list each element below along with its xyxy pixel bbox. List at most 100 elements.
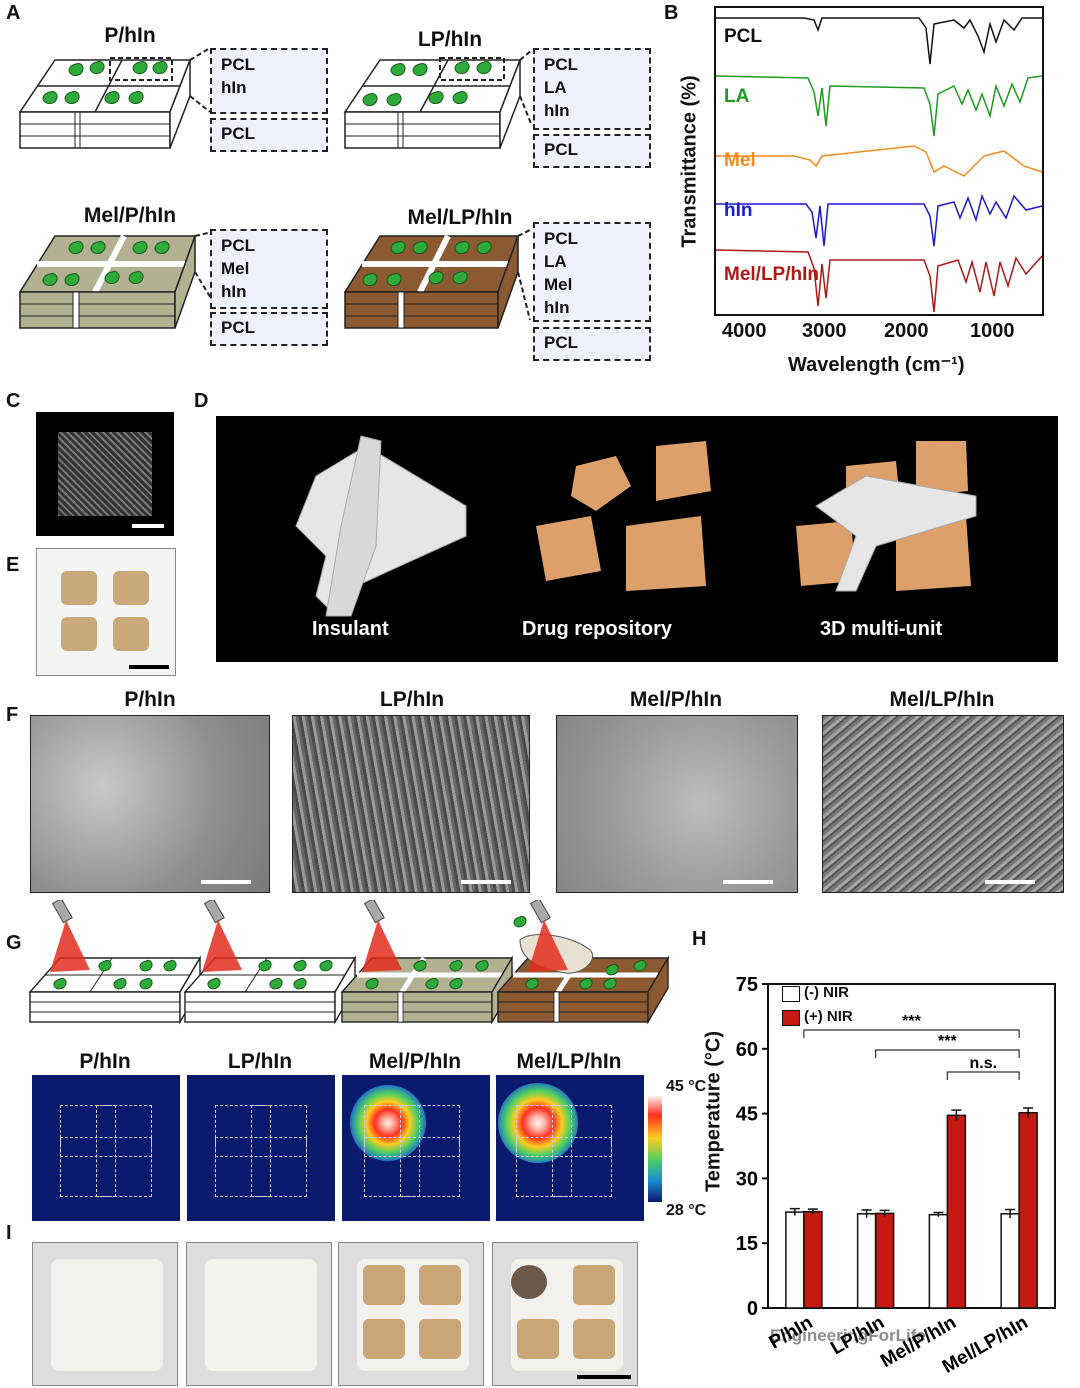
- bar: [1000, 1213, 1020, 1309]
- ct-scaffold: [58, 432, 152, 516]
- panel-a-title-1: P/hIn: [104, 24, 156, 47]
- ftir-xtick-3000: 3000: [802, 320, 847, 342]
- micro-ct-image: [36, 412, 174, 536]
- legend-mel: Mel: [724, 150, 756, 171]
- panel-label-f: F: [6, 704, 19, 726]
- panel-label-g: G: [6, 932, 22, 954]
- scale-bar: [129, 665, 169, 669]
- significance-bracket: [803, 1029, 1020, 1038]
- composition-box-mel-lp-hin: PCL LA Mel hIn: [533, 222, 651, 322]
- pcl-box-3: PCL: [210, 312, 328, 346]
- scale-bar: [461, 880, 511, 884]
- ftir-line-hin: [716, 193, 1043, 247]
- hot-spot: [350, 1085, 426, 1161]
- colorbar-min-label: 28 °C: [666, 1202, 707, 1219]
- thermal-image-1: [32, 1075, 180, 1221]
- box-line: LA: [544, 252, 567, 271]
- render-label-drug-repository: Drug repository: [522, 618, 673, 640]
- thermal-title-3: Mel/P/hIn: [368, 1050, 462, 1073]
- panel-label-h: H: [692, 928, 707, 950]
- pcl-box-4: PCL: [533, 327, 651, 361]
- panel-a-title-3: Mel/P/hIn: [83, 204, 177, 227]
- 3d-render-shapes: [295, 435, 977, 617]
- scaffold-mel-p-hin: [18, 231, 213, 329]
- thermal-image-4: [496, 1075, 644, 1221]
- temperature-colorbar: [648, 1096, 662, 1202]
- panel-a-title-4: Mel/LP/hIn: [407, 206, 513, 229]
- y-tick-label: 30: [736, 1168, 758, 1190]
- scaffold-photo-3: [338, 1242, 484, 1386]
- box-line: LA: [544, 78, 567, 97]
- hot-spot: [498, 1083, 578, 1163]
- significance-bracket: [875, 1049, 1020, 1058]
- bar: [928, 1213, 949, 1309]
- legend-swatch-minus-nir: [782, 986, 800, 1002]
- significance-label: ***: [902, 1013, 921, 1030]
- sem-title-1: P/hIn: [124, 688, 176, 711]
- thermal-title-1: P/hIn: [79, 1050, 131, 1073]
- scaffold-photo-2: [186, 1242, 332, 1386]
- y-tick-label: 75: [736, 974, 758, 996]
- box-line: PCL: [544, 55, 578, 74]
- box-line: hIn: [221, 282, 247, 301]
- scale-bar: [201, 880, 251, 884]
- scaffold-photo-1: [32, 1242, 178, 1386]
- legend-swatch-plus-nir: [782, 1010, 800, 1026]
- box-line: PCL: [544, 229, 578, 248]
- ftir-x-axis-label: Wavelength (cm⁻¹): [788, 354, 965, 376]
- thermal-title-2: LP/hIn: [227, 1050, 293, 1073]
- sem-title-3: Mel/P/hIn: [629, 688, 723, 711]
- ftir-line-pcl: [716, 17, 1042, 65]
- pcl-box-1: PCL: [210, 118, 328, 152]
- legend-label-minus-nir: (-) NIR: [804, 984, 849, 1001]
- bar: [803, 1210, 823, 1309]
- colorbar-max-label: 45 °C: [666, 1078, 707, 1095]
- panel-label-c: C: [6, 390, 21, 412]
- box-line: Mel: [221, 259, 250, 278]
- box-line: PCL: [221, 55, 255, 74]
- box-line: hIn: [221, 78, 247, 97]
- composition-box-p-hin: PCL hIn: [210, 48, 328, 114]
- ftir-spectra: [715, 17, 1043, 313]
- significance-label: n.s.: [969, 1055, 997, 1072]
- 3d-render-panel: Insulant Drug repository 3D multi-unit: [216, 416, 1058, 662]
- scaffold-photo-4: [492, 1242, 638, 1386]
- legend-label-plus-nir: (+) NIR: [804, 1008, 853, 1025]
- ftir-plot-frame: [714, 6, 1044, 316]
- ftir-line-la: [715, 75, 1043, 137]
- scaffold-lp-hin: [343, 49, 533, 149]
- ftir-line-mel-lp-hin: [715, 249, 1043, 313]
- pcl-box-2: PCL: [533, 134, 651, 168]
- ftir-line-mel: [716, 145, 1043, 177]
- box-line: PCL: [544, 333, 578, 352]
- y-tick-label: 0: [747, 1298, 758, 1320]
- sem-title-4: Mel/LP/hIn: [889, 688, 995, 711]
- bar-chart-y-axis-label: Temperature (°C): [702, 1031, 725, 1192]
- watermark: EngineeringForLife: [770, 1326, 926, 1345]
- scaffold-mel-lp-hin: [343, 229, 531, 329]
- thermal-image-3: [342, 1075, 490, 1221]
- composition-box-mel-p-hin: PCL Mel hIn: [210, 229, 328, 309]
- y-tick-label: 15: [736, 1233, 758, 1255]
- legend-la: LA: [724, 86, 750, 107]
- significance-label: ***: [938, 1033, 957, 1050]
- sem-image-3: [556, 715, 798, 893]
- nir-scaffold-4: [496, 900, 670, 1025]
- scaffold-photo-e: [36, 548, 176, 676]
- panel-label-b: B: [664, 2, 679, 24]
- scale-bar: [577, 1375, 631, 1379]
- box-line: PCL: [544, 140, 578, 159]
- scale-bar: [723, 880, 773, 884]
- sem-image-1: [30, 715, 270, 893]
- thermal-title-4: Mel/LP/hIn: [516, 1050, 622, 1073]
- panel-label-a: A: [6, 2, 21, 24]
- sem-title-2: LP/hIn: [379, 688, 445, 711]
- y-tick-label: 45: [736, 1104, 758, 1126]
- bar: [946, 1114, 967, 1309]
- box-line: hIn: [544, 298, 570, 317]
- legend-pcl: PCL: [724, 26, 762, 47]
- box-line: hIn: [544, 101, 570, 120]
- plot-frame: [767, 983, 1056, 1309]
- render-label-insulant: Insulant: [312, 618, 389, 640]
